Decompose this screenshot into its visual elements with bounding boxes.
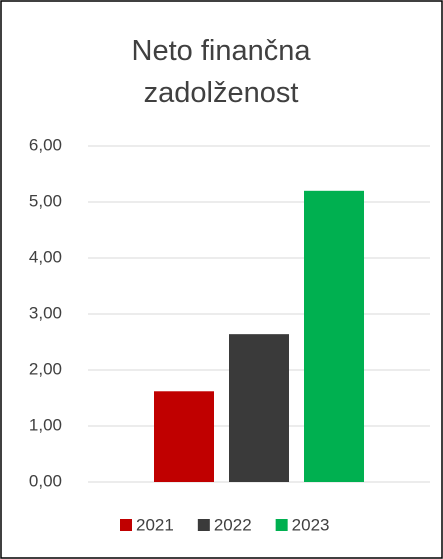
bar [154, 391, 214, 482]
y-tick-label: 0,00 [29, 471, 62, 490]
legend-swatch [275, 519, 288, 531]
legend-label: 2022 [214, 515, 252, 534]
chart-title: Neto finančna zadolženost [131, 35, 311, 109]
y-tick-label: 1,00 [29, 415, 62, 434]
y-tick-label: 3,00 [29, 303, 62, 322]
legend-swatch [197, 519, 210, 531]
y-tick-label: 2,00 [29, 359, 62, 378]
y-tick-label: 6,00 [29, 135, 62, 154]
legend-label: 2021 [136, 515, 174, 534]
y-tick-label: 4,00 [29, 247, 62, 266]
bar [304, 190, 364, 483]
legend-swatch [120, 519, 132, 531]
y-tick-label: 5,00 [29, 191, 62, 210]
legend-label: 2023 [292, 515, 330, 534]
bar [229, 334, 289, 482]
